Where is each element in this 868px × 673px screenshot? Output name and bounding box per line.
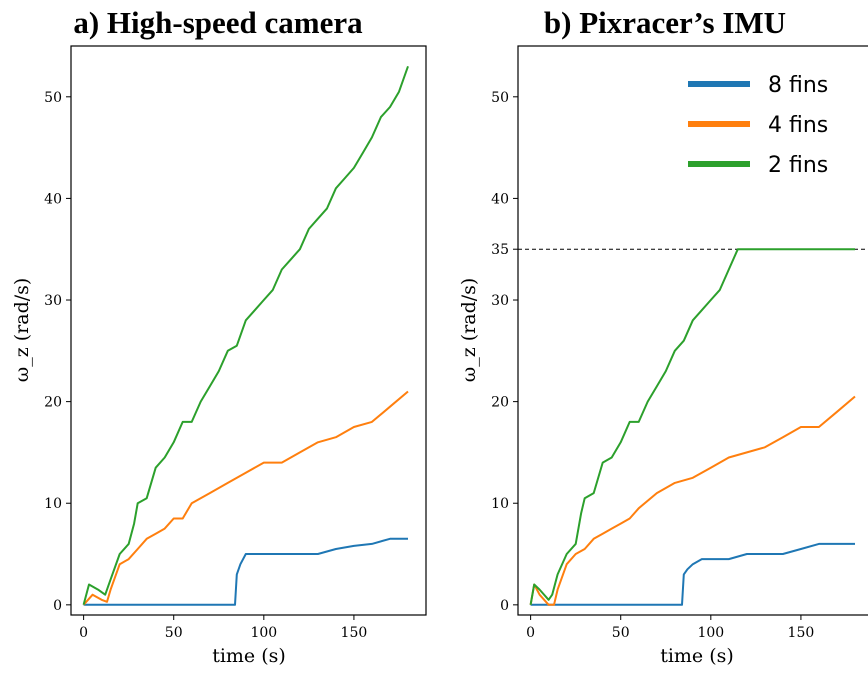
panel-b-legend: 8 fins 4 fins 2 fins <box>688 73 828 178</box>
panel-a-xtick-label: 100 <box>250 625 277 641</box>
panel-b-series-8-fins <box>530 542 855 606</box>
legend-label-4-fins: 4 fins <box>768 113 828 138</box>
panel-a-ytick-label: 10 <box>44 496 62 512</box>
panel-a-ytick-label: 40 <box>44 191 62 207</box>
panel-a-xtick-label: 0 <box>79 625 88 641</box>
panel-a-series-group <box>82 65 409 606</box>
panel-a-xlabel: time (s) <box>212 645 286 667</box>
panel-a-series-4-fins <box>82 390 409 606</box>
panel-b-xtick-label: 100 <box>697 625 724 641</box>
panel-a-series-8-fins <box>83 537 408 606</box>
panel-b-xtick-label: 0 <box>526 625 535 641</box>
panel-a-ytick-label: 0 <box>53 598 62 614</box>
panel-b-ytick-label: 50 <box>491 90 509 106</box>
panel-a-series-2-fins <box>82 65 409 606</box>
legend-label-2-fins: 2 fins <box>768 153 828 178</box>
panel-b-ytick-label: 30 <box>491 293 509 309</box>
panel-b-xtick-label: 50 <box>612 625 630 641</box>
panel-a-title: a) High-speed camera <box>73 5 363 40</box>
panel-a-ytick-label: 50 <box>44 90 62 106</box>
panel-b-series-2-fins <box>529 248 855 605</box>
panel-a-ticks: 0 50 100 150 0 10 20 30 40 50 <box>44 90 367 641</box>
panel-b-ytick-label: 10 <box>491 496 509 512</box>
panel-a: a) High-speed camera 0 50 100 150 0 10 20 30 40 5… <box>11 5 427 667</box>
panel-b-series-4-fins <box>529 395 856 606</box>
panel-b-ytick-label: 0 <box>500 598 509 614</box>
panel-a-ytick-label: 30 <box>44 293 62 309</box>
panel-a-ylabel: ω_z (rad/s) <box>11 278 33 383</box>
panel-b-ylabel: ω_z (rad/s) <box>458 278 480 383</box>
legend-label-8-fins: 8 fins <box>768 73 828 98</box>
panel-a-axes-frame <box>70 45 427 616</box>
panel-a-xtick-label: 50 <box>165 625 183 641</box>
panel-b-axes-frame <box>517 45 868 616</box>
panel-b-ytick-label: 35 <box>491 242 509 258</box>
panel-b-ytick-label: 20 <box>491 395 509 411</box>
panel-b-title: b) Pixracer’s IMU <box>544 5 786 40</box>
panel-b-ticks: 0 50 100 150 0 10 20 30 35 40 50 <box>491 90 814 641</box>
panel-b-series-group <box>518 248 868 606</box>
panel-b: b) Pixracer’s IMU 0 50 100 150 0 10 20 30 35 40 50… <box>458 5 868 667</box>
panel-b-xlabel: time (s) <box>660 645 734 667</box>
panel-b-ytick-label: 40 <box>491 191 509 207</box>
panel-b-xtick-label: 150 <box>788 625 815 641</box>
panel-a-ytick-label: 20 <box>44 395 62 411</box>
panel-a-xtick-label: 150 <box>341 625 368 641</box>
